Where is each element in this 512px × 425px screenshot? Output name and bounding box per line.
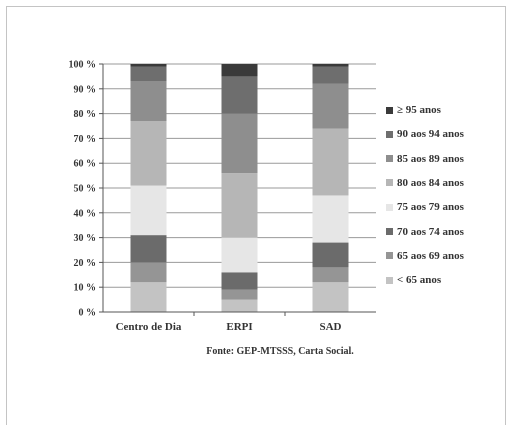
y-tick-label: 60 % bbox=[74, 159, 97, 170]
bars bbox=[130, 64, 349, 312]
y-tick-label: 90 % bbox=[74, 84, 97, 95]
legend-item: 75 aos 79 anos bbox=[386, 201, 464, 213]
figure-frame bbox=[6, 6, 506, 425]
y-tick-label: 30 % bbox=[74, 233, 97, 244]
y-tick-label: 80 % bbox=[74, 109, 97, 120]
legend-swatch bbox=[386, 252, 393, 260]
legend-swatch bbox=[386, 203, 393, 211]
bar-segment bbox=[221, 76, 258, 114]
legend-item: 65 aos 69 anos bbox=[386, 250, 464, 262]
y-tick-label: 70 % bbox=[74, 134, 97, 145]
x-tick-label: ERPI bbox=[226, 321, 252, 333]
bar-segment bbox=[312, 83, 349, 129]
legend-label: ≥ 95 anos bbox=[397, 104, 441, 116]
legend-item: 80 aos 84 anos bbox=[386, 177, 464, 189]
legend-label: 85 aos 89 anos bbox=[397, 152, 464, 165]
bar-segment bbox=[221, 237, 258, 273]
source-caption: Fonte: GEP-MTSSS, Carta Social. bbox=[206, 346, 354, 357]
legend-item: 85 aos 89 anos bbox=[386, 153, 464, 165]
bar-segment bbox=[130, 66, 167, 82]
legend-swatch bbox=[386, 155, 393, 163]
bar-segment bbox=[130, 235, 167, 263]
legend-item: 90 aos 94 anos bbox=[386, 128, 464, 140]
bar-segment bbox=[312, 282, 349, 312]
bar-segment bbox=[130, 185, 167, 236]
bar-segment bbox=[130, 121, 167, 186]
bar-segment bbox=[221, 272, 258, 290]
bar-segment bbox=[221, 299, 258, 312]
bar-segment bbox=[221, 64, 258, 77]
x-tick-labels: Centro de Dia ERPI SAD bbox=[116, 321, 342, 333]
x-tick-label: Centro de Dia bbox=[116, 321, 182, 333]
y-tick-label: 50 % bbox=[74, 184, 97, 195]
x-tick-label: SAD bbox=[319, 321, 341, 333]
bar-segment bbox=[312, 195, 349, 243]
bar-segment bbox=[312, 66, 349, 84]
legend-label: 80 aos 84 anos bbox=[397, 176, 464, 189]
bar-segment bbox=[130, 282, 167, 312]
bar-segment bbox=[221, 173, 258, 238]
legend-item: ≥ 95 anos bbox=[386, 104, 441, 116]
legend-label: 90 aos 94 anos bbox=[397, 128, 464, 141]
legend-label: < 65 anos bbox=[397, 274, 442, 287]
y-tick-labels: 0 % 10 % 20 % 30 % 40 % 50 % 60 % 70 % 80 % 90 % 1… bbox=[69, 60, 97, 319]
legend-label: 65 aos 69 anos bbox=[397, 249, 464, 262]
y-tick-label: 100 % bbox=[69, 60, 97, 71]
y-tick-label: 0 % bbox=[79, 308, 97, 319]
y-tick-label: 20 % bbox=[74, 258, 97, 269]
y-tick-label: 10 % bbox=[74, 283, 97, 294]
y-tick-label: 40 % bbox=[74, 208, 97, 219]
bar-segment bbox=[312, 267, 349, 283]
bar-segment bbox=[312, 64, 349, 67]
axes bbox=[99, 63, 376, 316]
bar-segment bbox=[312, 242, 349, 268]
legend-swatch bbox=[386, 130, 393, 138]
bar-segment bbox=[130, 262, 167, 283]
legend-item: < 65 anos bbox=[386, 274, 441, 286]
legend-swatch bbox=[386, 276, 393, 284]
legend-swatch bbox=[386, 228, 393, 235]
bar-segment bbox=[221, 289, 258, 300]
bar-segment bbox=[130, 81, 167, 122]
legend-swatch bbox=[386, 179, 393, 187]
legend-label: 70 aos 74 anos bbox=[397, 225, 464, 238]
legend-swatch bbox=[386, 106, 393, 114]
bar-segment bbox=[221, 113, 258, 174]
legend-label: 75 aos 79 anos bbox=[397, 201, 464, 214]
legend-item: 70 aos 74 anos bbox=[386, 226, 464, 238]
bar-segment bbox=[130, 64, 167, 67]
bar-segment bbox=[312, 128, 349, 196]
